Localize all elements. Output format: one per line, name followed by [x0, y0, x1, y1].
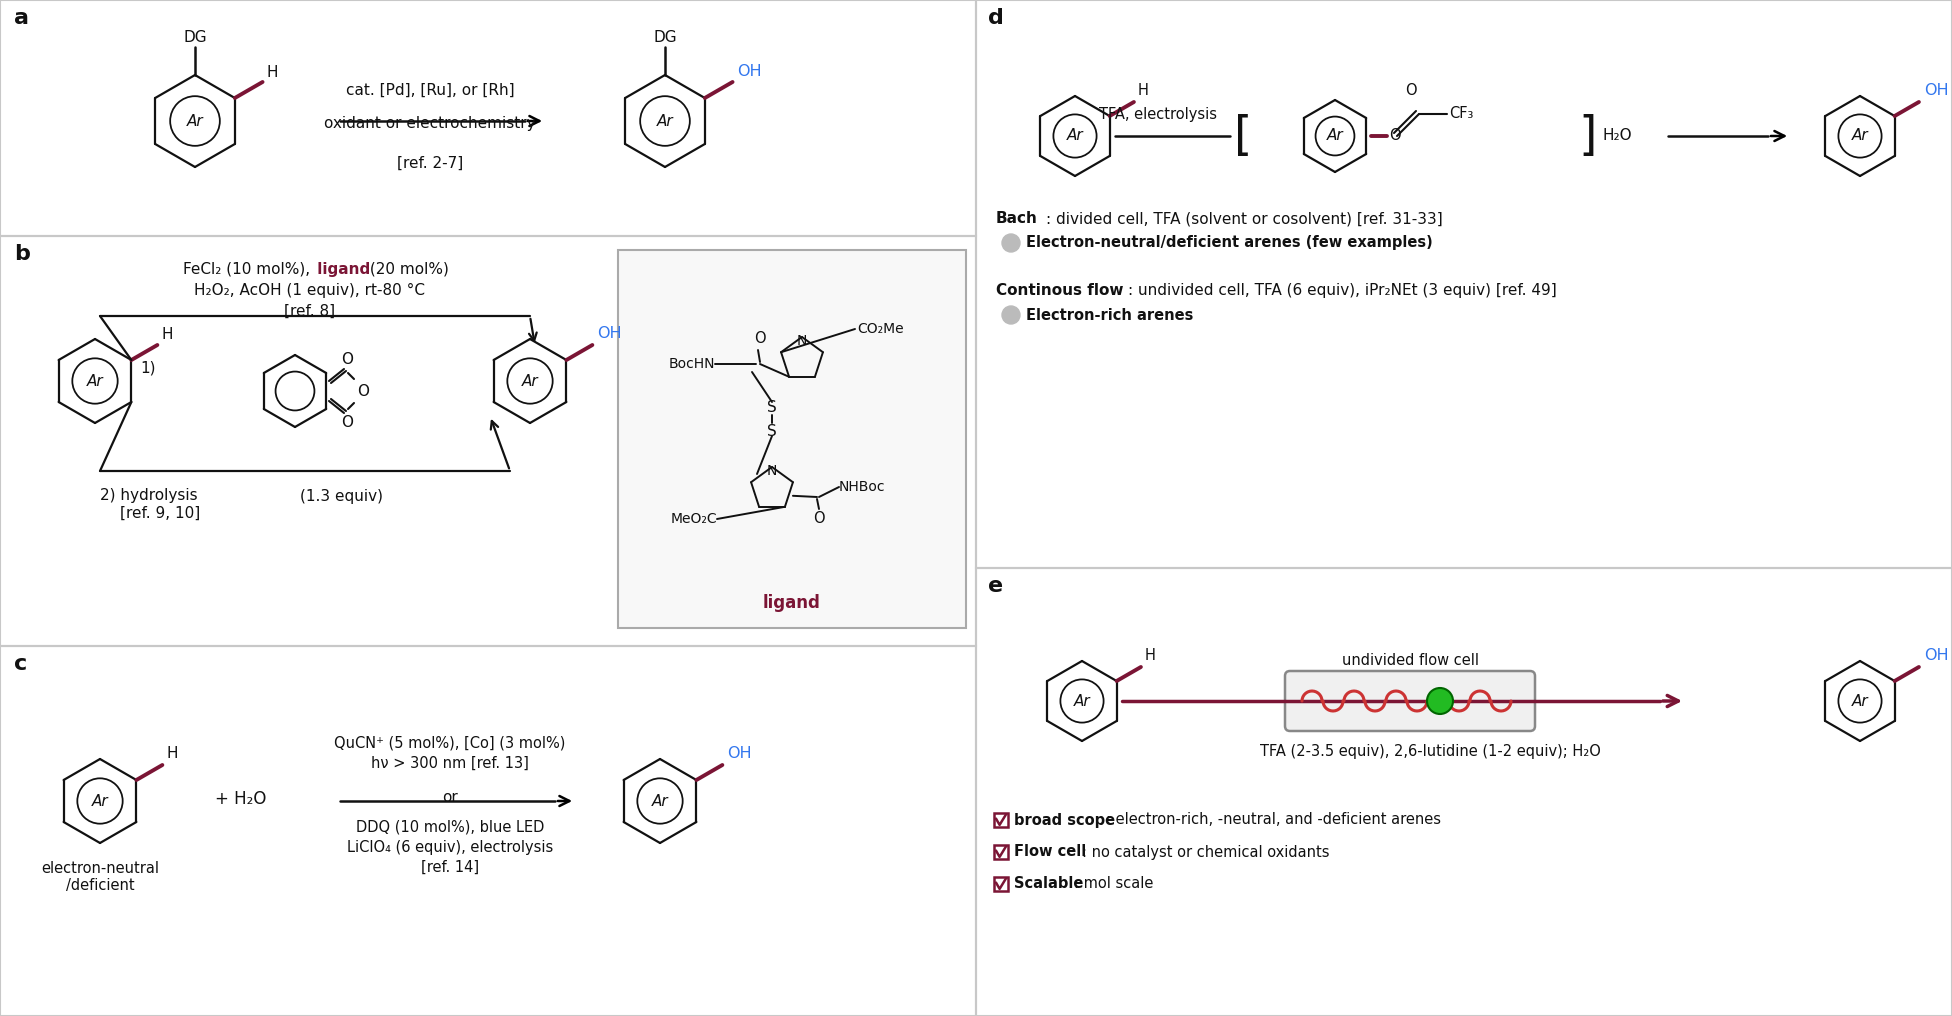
Text: hν > 300 nm [ref. 13]: hν > 300 nm [ref. 13]	[371, 756, 529, 771]
Bar	[994, 877, 1007, 891]
Text: Bach: Bach	[996, 211, 1038, 226]
Text: : undivided cell, TFA (6 equiv), iPr₂NEt (3 equiv) [ref. 49]: : undivided cell, TFA (6 equiv), iPr₂NEt…	[1128, 283, 1558, 298]
Text: Ar: Ar	[1852, 694, 1868, 708]
Text: H: H	[166, 746, 178, 761]
Text: DG: DG	[183, 30, 207, 45]
Text: b: b	[14, 244, 29, 264]
Text: cat. [Pd], [Ru], or [Rh]: cat. [Pd], [Ru], or [Rh]	[346, 83, 513, 98]
Text: O: O	[814, 511, 826, 526]
Text: Ar: Ar	[1327, 128, 1343, 143]
Text: TFA (2-3.5 equiv), 2,6-lutidine (1-2 equiv); H₂O: TFA (2-3.5 equiv), 2,6-lutidine (1-2 equ…	[1259, 744, 1601, 759]
Text: 1): 1)	[141, 361, 156, 376]
Text: Ar: Ar	[92, 793, 107, 809]
Text: [ref. 2-7]: [ref. 2-7]	[396, 156, 463, 171]
Bar	[994, 813, 1007, 827]
Text: OH: OH	[738, 64, 761, 79]
Text: H₂O₂, AcOH (1 equiv), rt-80 °C: H₂O₂, AcOH (1 equiv), rt-80 °C	[195, 283, 426, 298]
Circle shape	[1427, 688, 1452, 714]
Text: Electron-neutral/deficient arenes (few examples): Electron-neutral/deficient arenes (few e…	[1027, 236, 1433, 251]
Text: a: a	[14, 8, 29, 28]
Bar	[0, 0, 976, 236]
Text: Ar: Ar	[1074, 694, 1091, 708]
Text: Ar: Ar	[86, 374, 103, 388]
Text: MeO₂C: MeO₂C	[670, 512, 716, 526]
Text: : no catalyst or chemical oxidants: : no catalyst or chemical oxidants	[1081, 844, 1329, 860]
Circle shape	[1001, 306, 1021, 324]
Text: O: O	[753, 331, 765, 346]
Text: + H₂O: + H₂O	[215, 790, 265, 808]
Bar	[976, 568, 1952, 1016]
Text: 2) hydrolysis: 2) hydrolysis	[100, 488, 197, 503]
Text: Ar: Ar	[656, 114, 673, 128]
Text: CF₃: CF₃	[1448, 107, 1474, 122]
Text: [ref. 8]: [ref. 8]	[285, 304, 336, 319]
Text: (1.3 equiv): (1.3 equiv)	[301, 489, 383, 504]
Text: Ar: Ar	[521, 374, 539, 388]
Text: H: H	[1146, 648, 1156, 663]
Text: S: S	[767, 424, 777, 439]
Text: [: [	[1234, 114, 1253, 158]
Bar	[0, 646, 976, 1016]
Text: N: N	[796, 334, 808, 348]
Text: H: H	[162, 327, 174, 342]
Text: [ref. 9, 10]: [ref. 9, 10]	[119, 506, 201, 521]
Text: OH: OH	[728, 746, 752, 761]
Text: O: O	[1390, 128, 1402, 143]
Text: DDQ (10 mol%), blue LED: DDQ (10 mol%), blue LED	[355, 820, 545, 835]
Text: CO₂Me: CO₂Me	[857, 322, 904, 336]
Text: FeCl₂ (10 mol%),: FeCl₂ (10 mol%),	[183, 262, 310, 277]
Text: : electron-rich, -neutral, and -deficient arenes: : electron-rich, -neutral, and -deficien…	[1107, 813, 1441, 827]
Text: (20 mol%): (20 mol%)	[365, 262, 449, 277]
Text: ligand: ligand	[312, 262, 371, 277]
Text: or: or	[441, 790, 459, 806]
Text: Scalable: Scalable	[1013, 877, 1083, 891]
Text: O: O	[342, 352, 353, 367]
Text: Ar: Ar	[1852, 128, 1868, 143]
Text: O: O	[342, 415, 353, 430]
Text: O: O	[357, 383, 369, 398]
Text: ]: ]	[1577, 114, 1597, 158]
Text: LiClO₄ (6 equiv), electrolysis: LiClO₄ (6 equiv), electrolysis	[347, 840, 552, 855]
Text: [ref. 14]: [ref. 14]	[422, 860, 478, 875]
Text: H: H	[267, 65, 277, 80]
Text: c: c	[14, 654, 27, 674]
Text: O: O	[1405, 83, 1417, 98]
Text: undivided flow cell: undivided flow cell	[1341, 653, 1478, 668]
Bar	[994, 845, 1007, 859]
Text: : divided cell, TFA (solvent or cosolvent) [ref. 31-33]: : divided cell, TFA (solvent or cosolven…	[1046, 211, 1443, 226]
Circle shape	[1001, 234, 1021, 252]
Bar	[0, 236, 976, 646]
Text: Ar: Ar	[652, 793, 668, 809]
Text: N: N	[767, 464, 777, 478]
Text: TFA, electrolysis: TFA, electrolysis	[1099, 107, 1216, 122]
Text: QuCN⁺ (5 mol%), [Co] (3 mol%): QuCN⁺ (5 mol%), [Co] (3 mol%)	[334, 736, 566, 751]
Text: H₂O: H₂O	[1603, 128, 1632, 143]
Text: OH: OH	[597, 326, 623, 341]
Text: NHBoc: NHBoc	[839, 480, 886, 494]
Text: : mol scale: : mol scale	[1074, 877, 1154, 891]
Text: S: S	[767, 399, 777, 415]
Text: BocHN: BocHN	[668, 357, 714, 371]
Text: H: H	[1138, 83, 1150, 98]
Text: Φ: Φ	[1435, 694, 1446, 708]
Text: broad scope: broad scope	[1013, 813, 1115, 827]
Text: DG: DG	[654, 30, 677, 45]
Text: OH: OH	[1925, 648, 1948, 663]
Text: oxidant or electrochemistry: oxidant or electrochemistry	[324, 116, 535, 131]
Text: OH: OH	[1925, 83, 1948, 98]
Text: Flow cell: Flow cell	[1013, 844, 1085, 860]
Bar	[619, 250, 966, 628]
Text: electron-neutral
/deficient: electron-neutral /deficient	[41, 861, 158, 893]
Text: Electron-rich arenes: Electron-rich arenes	[1027, 308, 1193, 322]
Text: ligand: ligand	[763, 594, 822, 612]
FancyBboxPatch shape	[1284, 671, 1534, 731]
Text: Ar: Ar	[187, 114, 203, 128]
Text: d: d	[988, 8, 1003, 28]
Text: Continous flow: Continous flow	[996, 283, 1124, 298]
Bar	[976, 0, 1952, 568]
Text: Ar: Ar	[1066, 128, 1083, 143]
Text: e: e	[988, 576, 1003, 596]
